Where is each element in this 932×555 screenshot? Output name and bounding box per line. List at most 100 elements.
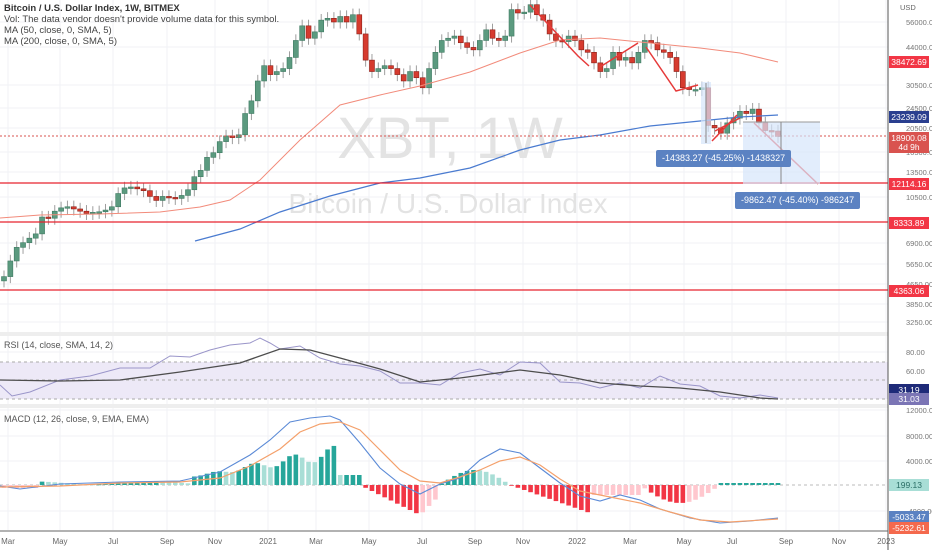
candle[interactable] — [553, 33, 559, 41]
candle[interactable] — [147, 190, 153, 197]
candle[interactable] — [58, 207, 64, 212]
measure-label-1[interactable]: -14383.27 (-45.25%) -1438327 — [656, 150, 792, 167]
candle[interactable] — [7, 260, 14, 277]
candle[interactable] — [96, 211, 102, 214]
candle[interactable] — [375, 68, 382, 72]
candle[interactable] — [394, 68, 401, 75]
candle[interactable] — [413, 71, 420, 79]
macd-legend[interactable]: MACD (12, 26, close, 9, EMA, EMA) — [4, 414, 150, 424]
pane-separator[interactable] — [0, 332, 888, 336]
candle[interactable] — [629, 57, 635, 64]
candle[interactable] — [343, 16, 350, 23]
price-axis[interactable] — [888, 0, 932, 550]
candle[interactable] — [388, 65, 394, 69]
candle[interactable] — [749, 108, 756, 114]
candle[interactable] — [286, 57, 293, 69]
candle[interactable] — [305, 25, 312, 39]
candle[interactable] — [680, 71, 686, 89]
candle[interactable] — [661, 49, 667, 53]
candle[interactable] — [477, 40, 483, 51]
candle[interactable] — [584, 49, 591, 53]
candle[interactable] — [178, 195, 185, 199]
candle[interactable] — [483, 29, 489, 41]
candle[interactable] — [153, 196, 160, 201]
candle[interactable] — [419, 77, 426, 89]
candle[interactable] — [261, 65, 267, 82]
candle[interactable] — [293, 40, 299, 58]
candle[interactable] — [603, 68, 610, 72]
candle[interactable] — [350, 14, 356, 23]
candle[interactable] — [166, 196, 172, 199]
candle[interactable] — [159, 196, 166, 201]
candle[interactable] — [438, 40, 445, 53]
candle[interactable] — [64, 206, 71, 209]
candle[interactable] — [407, 71, 413, 82]
candle[interactable] — [464, 42, 470, 48]
candle[interactable] — [197, 170, 204, 178]
trend-line[interactable] — [599, 42, 639, 68]
candle[interactable] — [128, 186, 134, 189]
candle[interactable] — [140, 188, 147, 191]
candle[interactable] — [172, 197, 179, 200]
candle[interactable] — [26, 237, 33, 243]
candle[interactable] — [565, 35, 572, 42]
candle[interactable] — [204, 157, 210, 171]
candle[interactable] — [521, 11, 528, 14]
trend-line[interactable] — [529, 4, 590, 67]
candle[interactable] — [223, 135, 229, 142]
candle[interactable] — [502, 35, 508, 41]
candle[interactable] — [102, 209, 109, 213]
ma200-legend[interactable]: MA (200, close, 0, SMA, 5) — [4, 36, 117, 47]
candle[interactable] — [381, 65, 388, 69]
candle[interactable] — [242, 113, 248, 136]
candle[interactable] — [216, 141, 223, 154]
candle[interactable] — [39, 216, 45, 235]
candle[interactable] — [1, 276, 7, 282]
candle[interactable] — [185, 189, 191, 196]
candle[interactable] — [121, 187, 128, 194]
candle[interactable] — [324, 18, 331, 21]
candle[interactable] — [280, 68, 286, 72]
measure-label-2[interactable]: -9862.47 (-45.40%) -986247 — [735, 192, 861, 209]
candle[interactable] — [641, 40, 648, 53]
symbol-title[interactable]: Bitcoin / U.S. Dollar Index, 1W, BITMEX — [4, 3, 180, 14]
candle[interactable] — [77, 208, 83, 212]
candle[interactable] — [400, 74, 407, 82]
candle[interactable] — [210, 152, 217, 158]
candle[interactable] — [20, 242, 26, 248]
candle[interactable] — [356, 14, 363, 35]
candle[interactable] — [578, 40, 585, 51]
candle[interactable] — [622, 57, 629, 61]
candle[interactable] — [331, 18, 337, 23]
candle[interactable] — [591, 52, 597, 64]
candle[interactable] — [496, 37, 502, 41]
candle[interactable] — [248, 100, 255, 114]
candle[interactable] — [457, 35, 464, 44]
trend-line[interactable] — [714, 117, 741, 132]
candle[interactable] — [337, 16, 344, 23]
candle[interactable] — [515, 9, 521, 14]
candle[interactable] — [673, 57, 680, 72]
candle[interactable] — [45, 216, 52, 219]
candle[interactable] — [445, 37, 451, 41]
candle[interactable] — [654, 42, 661, 51]
candle[interactable] — [489, 29, 496, 39]
rsi-legend[interactable]: RSI (14, close, SMA, 14, 2) — [4, 340, 114, 350]
trend-line[interactable] — [711, 114, 738, 142]
ma50-legend[interactable]: MA (50, close, 0, SMA, 5) — [4, 25, 112, 36]
candle[interactable] — [470, 47, 477, 51]
candle[interactable] — [318, 19, 325, 33]
candle[interactable] — [13, 247, 20, 262]
candle[interactable] — [572, 35, 578, 41]
candle[interactable] — [267, 65, 274, 75]
candle[interactable] — [692, 89, 699, 92]
candle[interactable] — [312, 31, 318, 39]
candle[interactable] — [274, 71, 280, 75]
candle[interactable] — [299, 25, 305, 41]
candle[interactable] — [451, 35, 458, 39]
candle[interactable] — [32, 233, 39, 239]
candle[interactable] — [362, 33, 369, 61]
candle[interactable] — [109, 206, 115, 211]
